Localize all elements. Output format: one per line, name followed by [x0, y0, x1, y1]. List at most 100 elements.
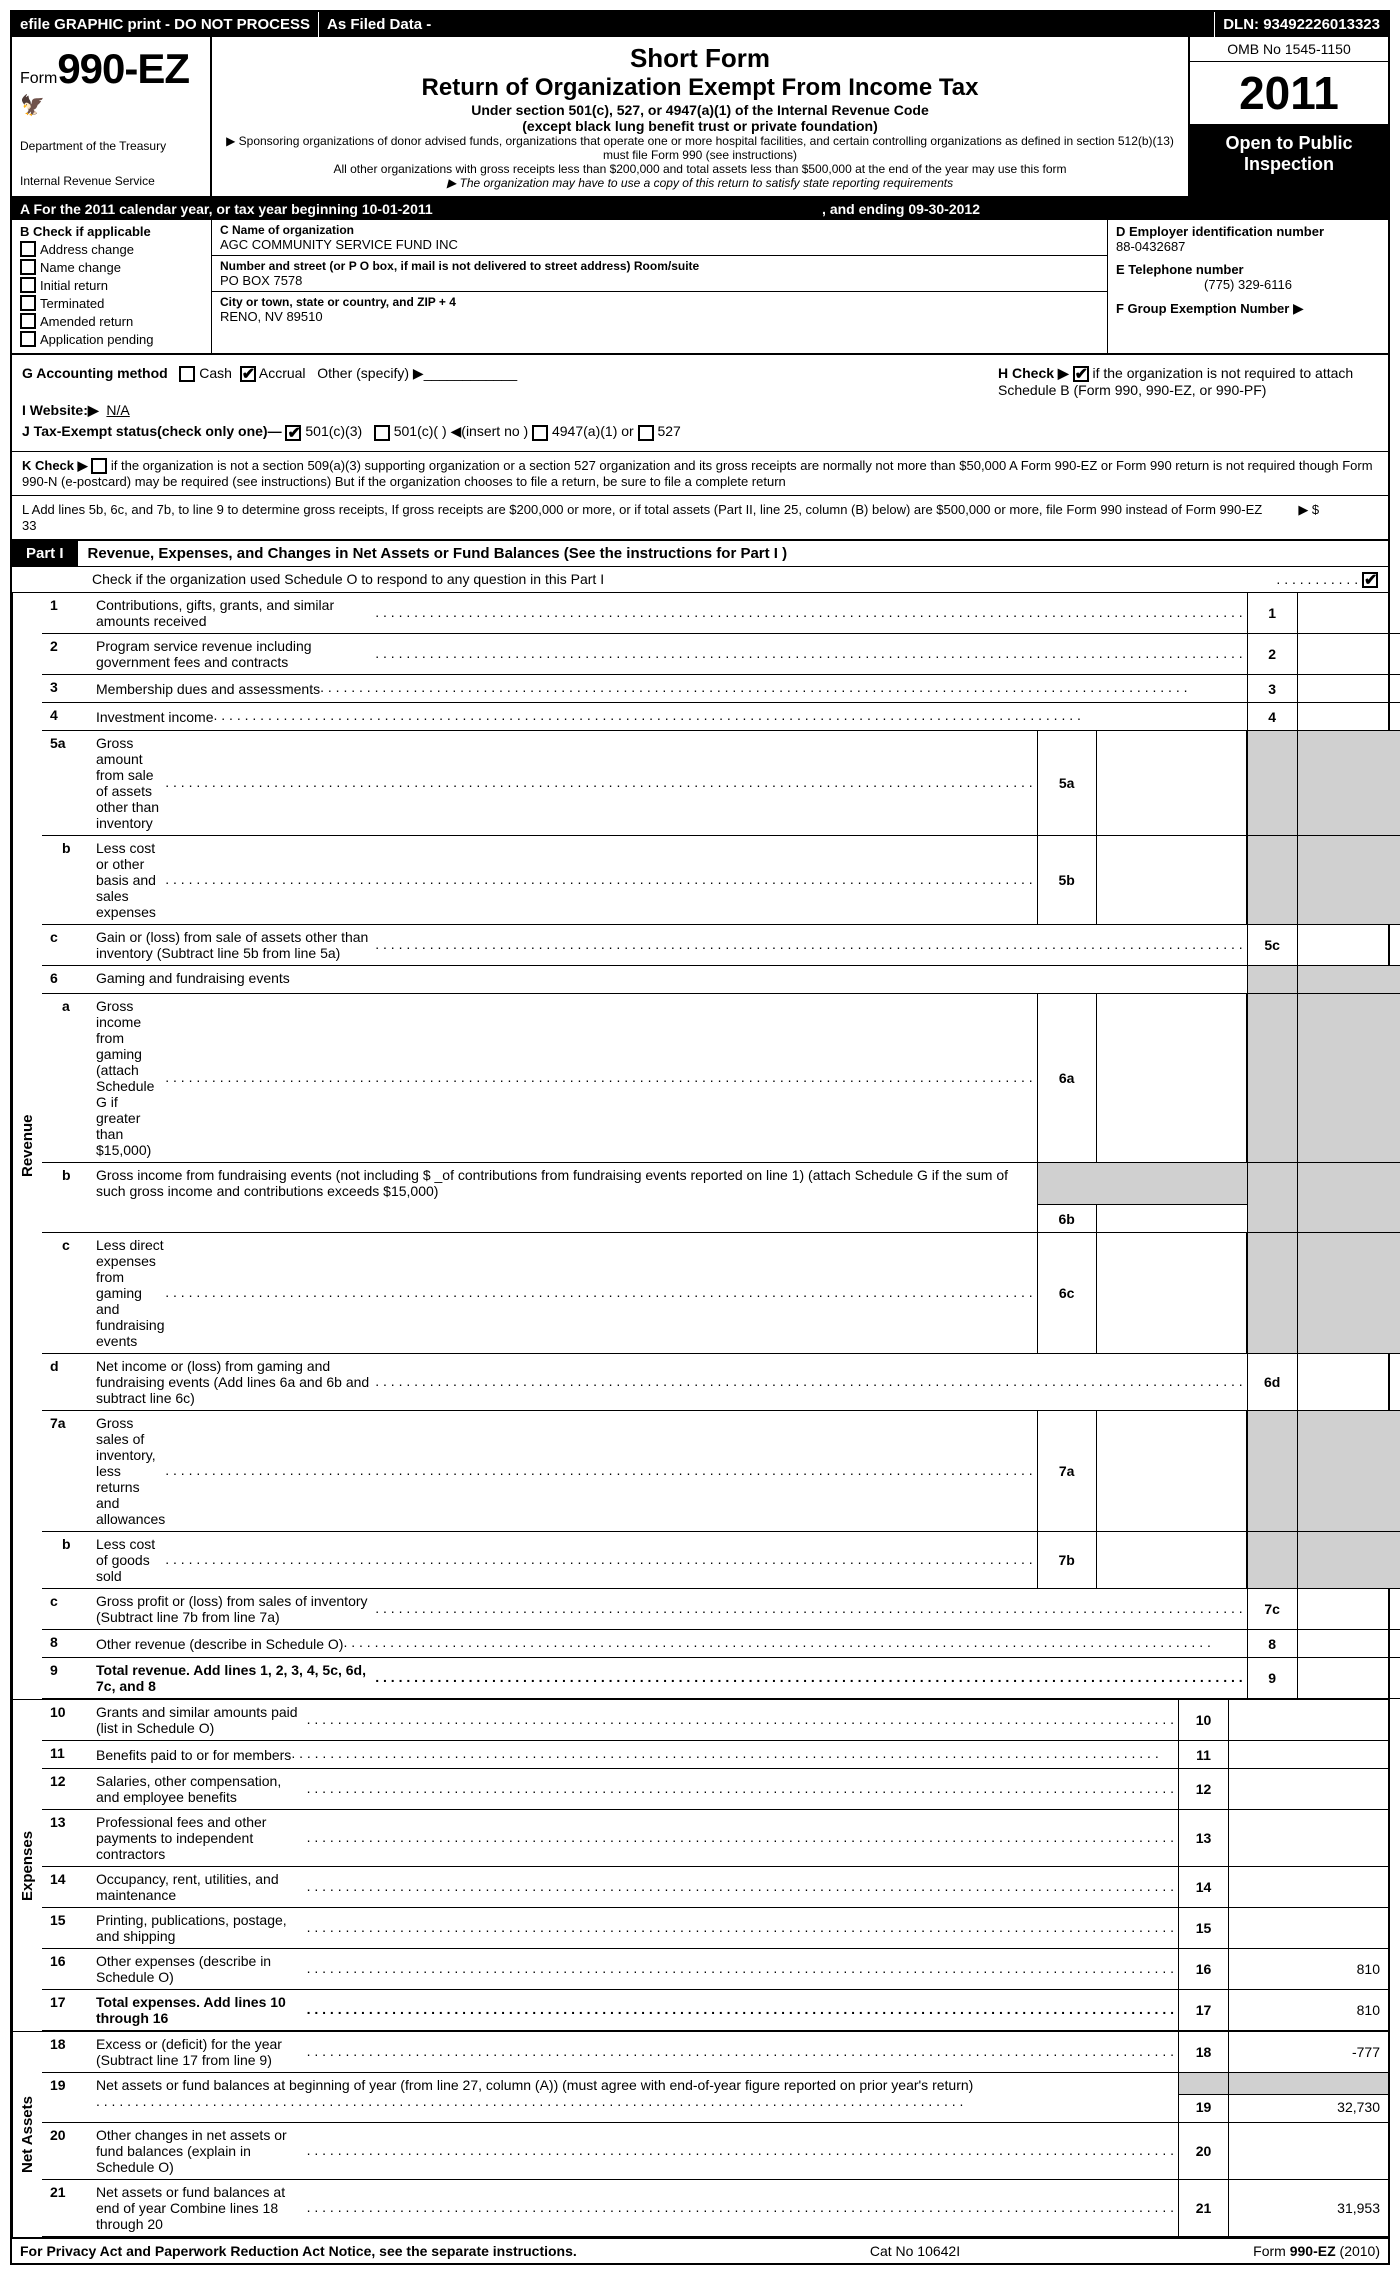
line-k: K Check ▶ if the organization is not a s… — [12, 452, 1388, 497]
line-value: 810 — [1228, 1949, 1388, 1989]
line-box: 17 — [1178, 1990, 1228, 2030]
line-val-shaded — [1297, 966, 1400, 993]
j-527-checkbox[interactable] — [638, 425, 654, 441]
h-checkbox[interactable] — [1073, 366, 1089, 382]
line-gh: G Accounting method Cash Accrual Other (… — [22, 365, 1378, 398]
line-box: 9 — [1247, 1658, 1297, 1698]
line-box: 2 — [1247, 634, 1297, 674]
row-a: A For the 2011 calendar year, or tax yea… — [12, 198, 1388, 220]
form-line: 14Occupancy, rent, utilities, and mainte… — [42, 1867, 1388, 1908]
line-i: I Website:▶ N/A — [22, 402, 1378, 419]
line-value — [1297, 1354, 1400, 1410]
line-num: c — [42, 925, 92, 965]
org-city: RENO, NV 89510 — [220, 309, 1099, 324]
line-desc: Gross profit or (loss) from sales of inv… — [92, 1589, 1247, 1629]
irs-eagle-icon: 🦅 — [20, 93, 202, 118]
line-box-mid: 5b — [1037, 836, 1097, 924]
cell-street: Number and street (or P O box, if mail i… — [212, 256, 1107, 292]
cell-name: C Name of organization AGC COMMUNITY SER… — [212, 220, 1107, 256]
checkbox-label: Name change — [40, 260, 121, 275]
netassets-label: Net Assets — [12, 2032, 42, 2237]
j-4947-checkbox[interactable] — [532, 425, 548, 441]
ein-group: D Employer identification number 88-0432… — [1116, 224, 1380, 254]
line-desc: Professional fees and other payments to … — [92, 1810, 1178, 1866]
line-value — [1297, 925, 1400, 965]
line-desc: Other revenue (describe in Schedule O) — [92, 1630, 1247, 1657]
line-box: 12 — [1178, 1769, 1228, 1809]
form-subtitle: Under section 501(c), 527, or 4947(a)(1)… — [222, 102, 1178, 118]
header-left: Form 990-EZ 🦅 Department of the Treasury… — [12, 37, 212, 196]
line-j: J Tax-Exempt status(check only one)— 501… — [22, 423, 1378, 440]
org-street: PO BOX 7578 — [220, 273, 1099, 288]
line-box-right-shaded — [1247, 731, 1297, 835]
line-num: a — [42, 994, 92, 1162]
line-box: 11 — [1178, 1741, 1228, 1768]
top-bar: efile GRAPHIC print - DO NOT PROCESS As … — [12, 12, 1388, 37]
footer: For Privacy Act and Paperwork Reduction … — [12, 2237, 1388, 2263]
checkbox-label: Application pending — [40, 332, 153, 347]
line-desc: Less cost or other basis and sales expen… — [92, 836, 1037, 924]
line-desc: Gross income from gaming (attach Schedul… — [92, 994, 1037, 1162]
form-line: 9Total revenue. Add lines 1, 2, 3, 4, 5c… — [42, 1658, 1400, 1699]
part1-title: Revenue, Expenses, and Changes in Net As… — [78, 541, 1388, 566]
line-num: 1 — [42, 593, 92, 633]
line-value — [1297, 634, 1400, 674]
form-line: 5aGross amount from sale of assets other… — [42, 731, 1400, 836]
checkbox-label: Amended return — [40, 314, 133, 329]
form-line: 17Total expenses. Add lines 10 through 1… — [42, 1990, 1388, 2031]
col-c: C Name of organization AGC COMMUNITY SER… — [212, 220, 1108, 353]
line-value — [1228, 2123, 1388, 2179]
line-num: 20 — [42, 2123, 92, 2179]
line-val-right-shaded — [1297, 731, 1400, 835]
tel-group: E Telephone number (775) 329-6116 — [1116, 262, 1380, 292]
sched-o-checkbox[interactable] — [1362, 572, 1378, 588]
form-line: 15Printing, publications, postage, and s… — [42, 1908, 1388, 1949]
form-word: Form — [20, 70, 57, 88]
line-num: b — [42, 836, 92, 924]
line-num: 10 — [42, 1700, 92, 1740]
line-num: 14 — [42, 1867, 92, 1907]
form-line: 21Net assets or fund balances at end of … — [42, 2180, 1388, 2237]
omb-no: OMB No 1545-1150 — [1190, 37, 1388, 62]
checkbox[interactable] — [20, 277, 36, 293]
line-value: 810 — [1228, 1990, 1388, 2030]
line-val-mid — [1097, 1411, 1247, 1531]
note1: ▶ Sponsoring organizations of donor advi… — [222, 134, 1178, 162]
j-label: J Tax-Exempt status(check only one)— — [22, 423, 282, 439]
section-bcd: B Check if applicable Address changeName… — [12, 220, 1388, 355]
line-val-mid — [1097, 731, 1247, 835]
line-value — [1228, 1700, 1388, 1740]
accrual-label: Accrual — [259, 365, 306, 381]
checkbox[interactable] — [20, 331, 36, 347]
form-line: 1Contributions, gifts, grants, and simil… — [42, 593, 1400, 634]
line-box-mid: 5a — [1037, 731, 1097, 835]
j-501c3-checkbox[interactable] — [285, 425, 301, 441]
mid-section: G Accounting method Cash Accrual Other (… — [12, 355, 1388, 452]
line-value — [1228, 1810, 1388, 1866]
j-501c-checkbox[interactable] — [374, 425, 390, 441]
form-line: 4Investment income433 — [42, 703, 1400, 731]
line-value: 31,953 — [1228, 2180, 1388, 2236]
line-box-mid: 6b — [1037, 1205, 1097, 1232]
revenue-lines: 1Contributions, gifts, grants, and simil… — [42, 593, 1400, 1699]
line-desc: Grants and similar amounts paid (list in… — [92, 1700, 1178, 1740]
checkbox[interactable] — [20, 313, 36, 329]
line-box: 3 — [1247, 675, 1297, 702]
line-num: 4 — [42, 703, 92, 730]
accrual-checkbox[interactable] — [240, 366, 256, 382]
topbar-dln: DLN: 93492226013323 — [1215, 12, 1388, 37]
k-checkbox[interactable] — [91, 458, 107, 474]
line-num: 18 — [42, 2032, 92, 2072]
checkbox[interactable] — [20, 295, 36, 311]
line-value — [1297, 1589, 1400, 1629]
row-a-right: , and ending 09-30-2012 — [822, 201, 980, 217]
line-desc: Gain or (loss) from sale of assets other… — [92, 925, 1247, 965]
line-desc: Net assets or fund balances at end of ye… — [92, 2180, 1178, 2236]
expenses-label: Expenses — [12, 1700, 42, 2031]
checkbox[interactable] — [20, 259, 36, 275]
col-d: D Employer identification number 88-0432… — [1108, 220, 1388, 353]
cash-checkbox[interactable] — [179, 366, 195, 382]
checkbox[interactable] — [20, 241, 36, 257]
ein-value: 88-0432687 — [1116, 239, 1380, 254]
line-box: 4 — [1247, 703, 1297, 730]
